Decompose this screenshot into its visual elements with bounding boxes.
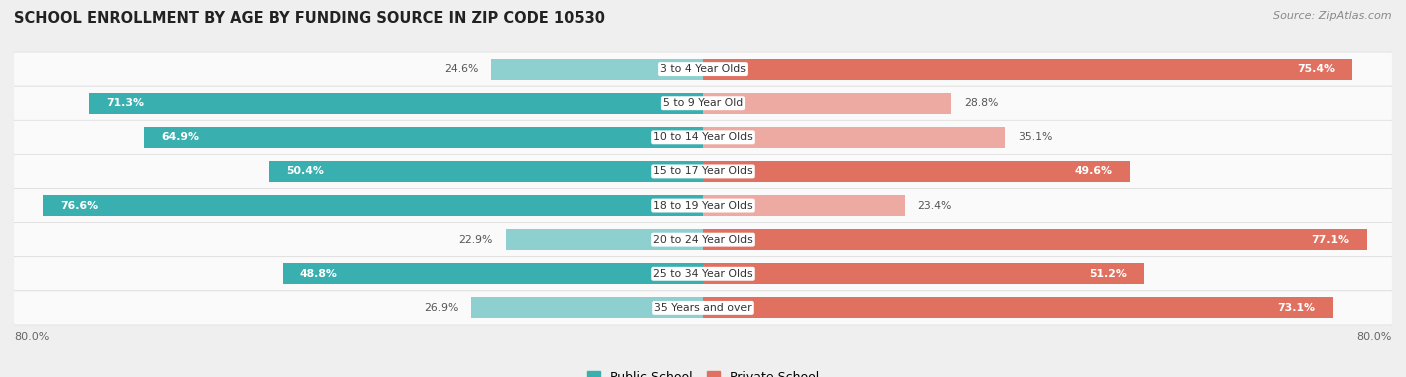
FancyBboxPatch shape [14,120,1392,155]
Text: 77.1%: 77.1% [1312,234,1350,245]
Text: 80.0%: 80.0% [14,333,49,342]
FancyBboxPatch shape [14,222,1392,257]
Bar [703,127,1005,148]
Bar [703,161,1130,182]
Text: 18 to 19 Year Olds: 18 to 19 Year Olds [654,201,752,211]
Bar [491,58,703,80]
Text: 5 to 9 Year Old: 5 to 9 Year Old [662,98,744,108]
Text: Source: ZipAtlas.com: Source: ZipAtlas.com [1274,11,1392,21]
Bar [703,229,1367,250]
Text: 80.0%: 80.0% [1357,333,1392,342]
Text: 25 to 34 Year Olds: 25 to 34 Year Olds [654,269,752,279]
Text: 71.3%: 71.3% [107,98,145,108]
FancyBboxPatch shape [14,291,1392,325]
Text: 75.4%: 75.4% [1298,64,1336,74]
Bar [143,127,703,148]
Legend: Public School, Private School: Public School, Private School [582,366,824,377]
Text: 10 to 14 Year Olds: 10 to 14 Year Olds [654,132,752,143]
Bar [89,93,703,114]
Text: 73.1%: 73.1% [1277,303,1315,313]
Text: 24.6%: 24.6% [444,64,478,74]
Bar [703,263,1144,284]
Bar [471,297,703,319]
Text: 22.9%: 22.9% [458,234,494,245]
Text: 26.9%: 26.9% [425,303,458,313]
Text: 23.4%: 23.4% [918,201,952,211]
Bar [44,195,703,216]
Text: 48.8%: 48.8% [299,269,337,279]
Text: 76.6%: 76.6% [60,201,98,211]
Bar [703,195,904,216]
Bar [703,93,950,114]
Text: 20 to 24 Year Olds: 20 to 24 Year Olds [654,234,752,245]
Bar [269,161,703,182]
Text: SCHOOL ENROLLMENT BY AGE BY FUNDING SOURCE IN ZIP CODE 10530: SCHOOL ENROLLMENT BY AGE BY FUNDING SOUR… [14,11,605,26]
Text: 35 Years and over: 35 Years and over [654,303,752,313]
Text: 50.4%: 50.4% [287,166,323,176]
Text: 28.8%: 28.8% [965,98,998,108]
FancyBboxPatch shape [14,52,1392,86]
Bar [703,58,1353,80]
Text: 49.6%: 49.6% [1076,166,1114,176]
Text: 15 to 17 Year Olds: 15 to 17 Year Olds [654,166,752,176]
Text: 64.9%: 64.9% [162,132,200,143]
Bar [703,297,1333,319]
FancyBboxPatch shape [14,86,1392,120]
Text: 51.2%: 51.2% [1088,269,1126,279]
Bar [283,263,703,284]
Bar [506,229,703,250]
FancyBboxPatch shape [14,188,1392,222]
Text: 35.1%: 35.1% [1018,132,1053,143]
FancyBboxPatch shape [14,257,1392,291]
FancyBboxPatch shape [14,155,1392,188]
Text: 3 to 4 Year Olds: 3 to 4 Year Olds [659,64,747,74]
